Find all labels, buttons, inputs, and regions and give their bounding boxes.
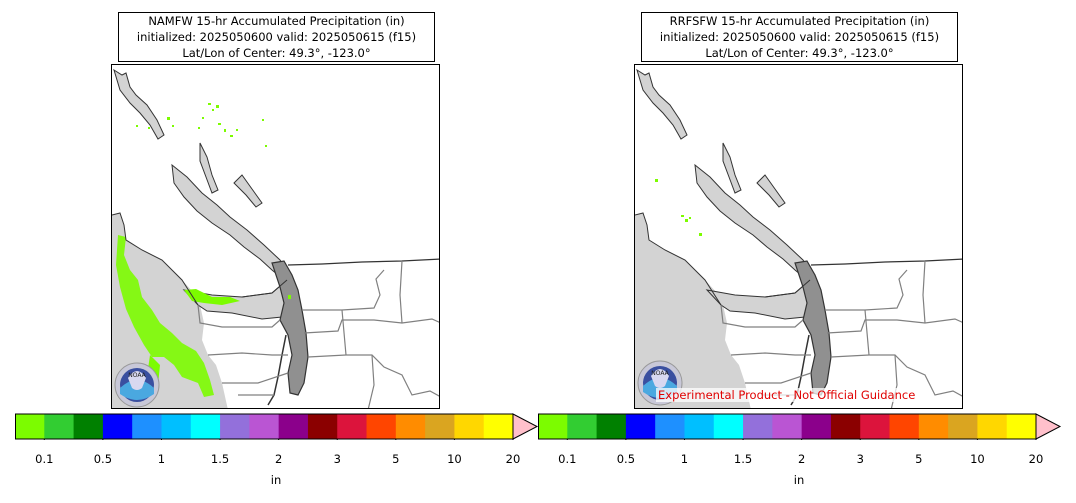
right-map-title: RRFSFW 15-hr Accumulated Precipitation (…	[641, 12, 958, 62]
left-colorbar-swatch	[44, 414, 75, 439]
right-colorbar-swatch	[538, 414, 568, 439]
right-colorbar-swatch	[655, 414, 685, 439]
right-intl-border	[810, 258, 962, 266]
left-colorbar-tick-label: 1	[157, 452, 166, 466]
left-colorbar-tick-label: 2	[274, 452, 283, 466]
right-title-line3: Lat/Lon of Center: 49.3°, -123.0°	[705, 46, 894, 60]
right-colorbar-svg	[538, 413, 1062, 440]
left-colorbar-swatch	[220, 414, 250, 439]
left-colorbar-tick-label: 5	[392, 452, 400, 466]
right-title-line2: initialized: 2025050600 valid: 202505061…	[659, 30, 940, 44]
right-colorbar-tick-label: 1	[680, 452, 689, 466]
left-colorbar-tick-label: 0.5	[93, 452, 113, 466]
left-colorbar-tick-label: 0.1	[35, 452, 54, 466]
right-colorbar	[538, 413, 1062, 440]
left-colorbar-tick-label: 3	[333, 452, 341, 466]
left-colorbar-swatch	[132, 414, 162, 439]
right-colorbar-swatch	[625, 414, 656, 439]
left-hood-canal	[267, 334, 287, 406]
right-colorbar-tick-label: 0.1	[558, 452, 577, 466]
left-inlet-1	[113, 68, 165, 140]
left-colorbar-swatch	[73, 414, 104, 439]
right-ocean	[635, 213, 751, 408]
right-puget-sound	[794, 260, 832, 396]
left-colorbar-swatch	[337, 414, 368, 439]
right-colorbar-swatch	[977, 414, 1008, 439]
left-colorbar-swatch	[366, 414, 397, 439]
right-map	[634, 64, 963, 409]
right-colorbar-tick-label: 3	[856, 452, 864, 466]
left-colorbar-swatch	[454, 414, 485, 439]
left-title-line2: initialized: 2025050600 valid: 202505061…	[136, 30, 417, 44]
left-colorbar-swatch	[15, 414, 45, 439]
left-map-title: NAMFW 15-hr Accumulated Precipitation (i…	[118, 12, 435, 62]
right-colorbar-border	[538, 413, 1036, 440]
right-county-borders	[720, 260, 962, 408]
right-colorbar-swatch	[596, 414, 627, 439]
left-colorbar-swatch	[483, 414, 514, 439]
right-logo-text: NOAA	[651, 370, 669, 377]
right-colorbar-swatch	[772, 414, 803, 439]
left-puget-sound	[271, 260, 309, 396]
right-colorbar-swatch	[918, 414, 949, 439]
left-inlet-3	[233, 174, 263, 208]
left-county-borders	[197, 260, 439, 408]
right-colorbar-tick-label: 0.5	[616, 452, 636, 466]
left-title-line3: Lat/Lon of Center: 49.3°, -123.0°	[182, 46, 371, 60]
right-colorbar-swatch	[889, 414, 920, 439]
right-colorbar-swatch	[830, 414, 861, 439]
right-colorbar-swatch	[743, 414, 773, 439]
left-noaa-logo: NOAA	[114, 362, 160, 408]
left-colorbar-svg	[15, 413, 539, 440]
right-precip-area	[655, 179, 702, 236]
right-colorbar-swatch	[567, 414, 598, 439]
right-coastlines	[635, 212, 811, 306]
right-inlet-1	[636, 68, 688, 140]
left-colorbar-tick-label: 10	[447, 452, 462, 466]
right-colorbar-tick-label: 2	[797, 452, 806, 466]
right-colorbar-tick-label: 10	[970, 452, 985, 466]
left-colorbar	[15, 413, 539, 440]
right-map-canvas	[635, 68, 962, 408]
experimental-disclaimer: Experimental Product - Not Official Guid…	[656, 388, 918, 402]
left-colorbar-border	[15, 413, 513, 440]
left-colorbar-swatch	[102, 414, 133, 439]
right-colorbar-swatch	[860, 414, 891, 439]
left-colorbar-unit: in	[270, 473, 282, 487]
right-colorbar-swatch	[1006, 414, 1037, 439]
left-colorbar-swatch	[395, 414, 426, 439]
right-colorbar-tick-label: 5	[915, 452, 923, 466]
right-inlet-2	[722, 142, 742, 194]
left-logo-text: NOAA	[128, 372, 146, 379]
right-colorbar-swatch	[801, 414, 832, 439]
left-colorbar-swatch	[425, 414, 455, 439]
left-inlet-2	[199, 142, 219, 194]
left-colorbar-extend-arrow	[512, 413, 539, 440]
left-colorbar-swatch	[190, 414, 221, 439]
right-colorbar-swatch	[684, 414, 715, 439]
right-colorbar-tick-label: 1.5	[733, 452, 753, 466]
left-coastlines	[112, 212, 288, 306]
right-title-line1: RRFSFW 15-hr Accumulated Precipitation (…	[669, 14, 930, 28]
left-map	[111, 64, 440, 409]
left-title-line1: NAMFW 15-hr Accumulated Precipitation (i…	[148, 14, 405, 28]
left-colorbar-swatch	[249, 414, 280, 439]
right-colorbar-tick-label: 20	[1028, 452, 1044, 466]
left-colorbar-swatch	[278, 414, 309, 439]
right-colorbar-extend-arrow	[1035, 413, 1062, 440]
left-intl-border	[287, 258, 439, 266]
right-colorbar-swatch	[713, 414, 744, 439]
right-colorbar-swatch	[948, 414, 978, 439]
left-map-canvas	[112, 68, 439, 408]
right-colorbar-unit: in	[793, 473, 805, 487]
left-colorbar-tick-label: 20	[505, 452, 521, 466]
left-colorbar-tick-label: 1.5	[210, 452, 230, 466]
right-inlet-3	[756, 174, 786, 208]
left-colorbar-swatch	[307, 414, 338, 439]
left-colorbar-swatch	[161, 414, 192, 439]
